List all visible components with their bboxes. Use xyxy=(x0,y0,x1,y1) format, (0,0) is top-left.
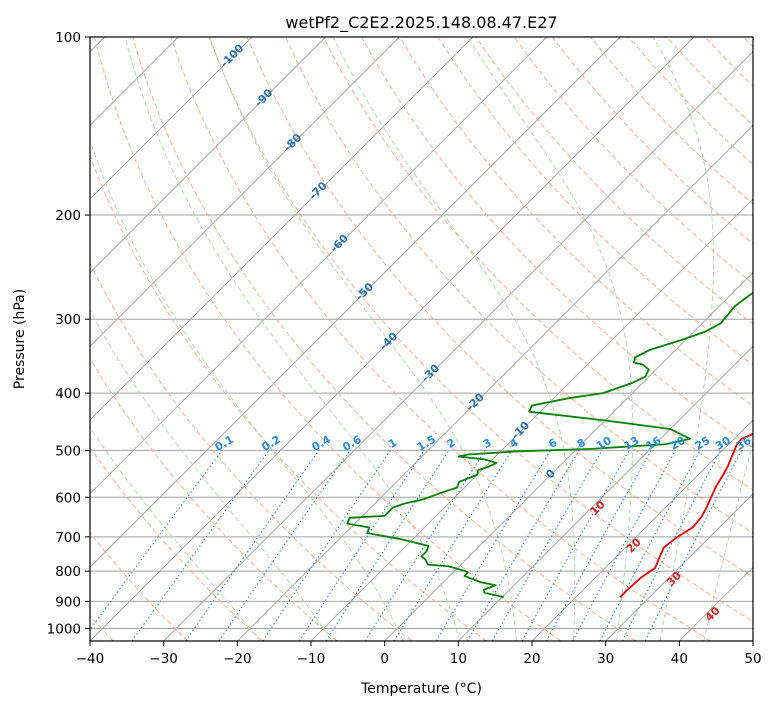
mixing-ratio-line xyxy=(218,450,351,641)
moist-adiabat xyxy=(652,37,715,641)
mixing-ratio-line xyxy=(262,450,391,641)
dry-adiabat xyxy=(90,154,487,641)
dry-adiabat xyxy=(93,37,562,641)
dry-adiabat xyxy=(90,531,189,641)
mixing-ratio-line xyxy=(185,450,320,641)
data-lines xyxy=(346,291,753,598)
temperature-profile xyxy=(619,432,753,598)
x-tick-label: −30 xyxy=(149,651,178,667)
dry-adiabat xyxy=(322,37,753,491)
isotherm xyxy=(531,419,753,641)
y-tick-label: 500 xyxy=(55,443,81,459)
x-tick-label: 10 xyxy=(450,651,467,667)
dewpoint-profile xyxy=(346,291,753,598)
x-tick-label: −20 xyxy=(223,651,252,667)
y-tick-label: 600 xyxy=(55,490,81,506)
plot-frame xyxy=(89,36,754,642)
dry-adiabat xyxy=(437,37,753,366)
mixing-ratio-line xyxy=(298,450,425,641)
isotherm xyxy=(90,37,253,200)
moist-adiabat xyxy=(209,37,517,641)
isotherm xyxy=(90,37,547,495)
x-tick-label: 50 xyxy=(744,651,761,667)
mixing-ratio-line xyxy=(572,450,676,641)
y-tick-label: 800 xyxy=(55,564,81,580)
y-axis-title: Pressure (hPa) xyxy=(12,289,28,389)
mixing-ratio-line xyxy=(393,450,513,641)
y-tick-label: 300 xyxy=(55,312,81,328)
dry-adiabat xyxy=(90,262,413,641)
isotherm xyxy=(458,345,753,641)
isotherm xyxy=(90,37,400,347)
y-tick-label: 900 xyxy=(55,594,81,610)
y-tick-label: 700 xyxy=(55,530,81,546)
moist-adiabat xyxy=(90,139,404,641)
mixing-ratio-line xyxy=(621,450,722,641)
x-axis-title: Temperature (°C) xyxy=(360,681,482,697)
isotherm xyxy=(90,37,326,274)
dry-adiabat xyxy=(513,37,753,285)
isotherm xyxy=(90,37,695,641)
x-tick-label: 40 xyxy=(671,651,688,667)
x-tick-label: −10 xyxy=(297,651,326,667)
x-tick-label: 0 xyxy=(380,651,389,667)
moist-adiabat xyxy=(332,37,576,641)
isotherm xyxy=(605,493,753,641)
dry-adiabat xyxy=(246,37,753,578)
y-tick-label: 100 xyxy=(55,30,81,46)
dry-adiabat xyxy=(399,37,753,407)
x-tick-label: 30 xyxy=(597,651,614,667)
mixing-ratio-line xyxy=(131,450,270,641)
moist-adiabat xyxy=(124,37,461,641)
x-tick-label: 20 xyxy=(523,651,540,667)
dry-adiabat xyxy=(90,357,338,641)
isotherm xyxy=(163,51,753,641)
y-tick-label: 400 xyxy=(55,386,81,402)
x-tick-label: −40 xyxy=(76,651,105,667)
moist-adiabat xyxy=(90,309,333,641)
moist-adiabat xyxy=(90,426,261,641)
chart-title: wetPf2_C2E2.2025.148.08.47.E27 xyxy=(285,13,557,33)
mixing-ratio-line xyxy=(545,450,652,641)
isotherm xyxy=(90,37,474,421)
mixing-ratio-line xyxy=(521,450,630,641)
dry-adiabat xyxy=(208,37,753,623)
mixing-ratio-line xyxy=(644,450,742,641)
dry-adiabat xyxy=(170,37,711,641)
y-tick-label: 200 xyxy=(55,208,81,224)
mixing-ratio-line xyxy=(325,450,450,641)
isotherm xyxy=(237,124,753,641)
plot-area xyxy=(90,37,753,641)
y-tick-label: 1000 xyxy=(47,621,81,637)
mixing-ratio-line xyxy=(90,450,223,631)
dry-adiabat xyxy=(90,446,263,641)
isotherm xyxy=(90,37,621,568)
moist-adiabat xyxy=(703,439,753,641)
